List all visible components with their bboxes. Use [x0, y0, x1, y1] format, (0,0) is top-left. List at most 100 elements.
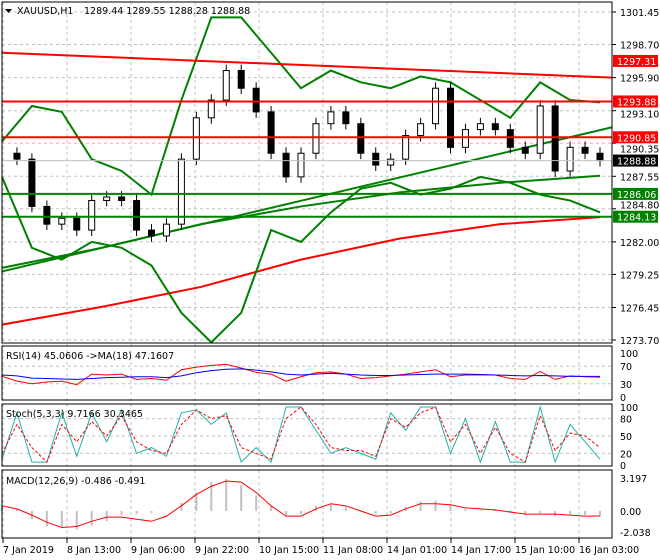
- candle-body: [118, 196, 126, 202]
- macd-tick-label: 0.00: [620, 507, 641, 518]
- grid: [2, 2, 612, 538]
- x-tick-label: 8 Jan 13:00: [67, 545, 121, 556]
- x-tick-label: 14 Jan 01:00: [387, 545, 447, 556]
- dropdown-triangle-icon[interactable]: [5, 9, 12, 13]
- x-tick-label: 14 Jan 17:00: [451, 545, 511, 556]
- stoch-panel[interactable]: [1, 405, 601, 464]
- candle-body: [148, 229, 155, 237]
- candle: [461, 123, 469, 154]
- stoch-tick-label: 50: [620, 432, 632, 443]
- candle: [521, 141, 529, 160]
- candle: [177, 153, 185, 231]
- candle: [447, 82, 454, 154]
- candle: [357, 117, 365, 160]
- candle-body: [162, 223, 170, 237]
- candle-body: [177, 158, 185, 225]
- candle-body: [417, 123, 425, 137]
- candle: [506, 123, 514, 154]
- x-tick-label: 10 Jan 15:00: [259, 545, 319, 556]
- candle-body: [13, 152, 21, 160]
- rsi-panel[interactable]: [1, 363, 601, 386]
- candle: [402, 129, 410, 166]
- rsi-line: [1, 363, 601, 386]
- candle-body: [581, 146, 589, 154]
- y-tick-label: 1282.00: [620, 238, 659, 249]
- candle: [596, 147, 604, 167]
- rsi-tick-label: 100: [620, 349, 638, 360]
- candle-body: [312, 123, 320, 154]
- candle-body: [43, 205, 51, 225]
- y-tick-label: 1279.25: [620, 270, 659, 281]
- candle: [491, 117, 499, 136]
- candle: [222, 64, 230, 106]
- candle: [536, 100, 544, 160]
- stoch-title: Stoch(5,3,3) 9.7166 30.3465: [6, 409, 143, 420]
- y-tick-label: 1295.90: [620, 74, 659, 85]
- candle-body: [357, 123, 365, 154]
- stoch-tick-label: 80: [620, 415, 632, 426]
- candle-body: [267, 111, 275, 154]
- rsi-title: RSI(14) 45.0606 ->MA(18) 47.1607: [6, 351, 174, 362]
- stoch-tick-label: 0: [620, 461, 626, 472]
- candle: [476, 117, 484, 136]
- candle-body: [387, 158, 395, 166]
- price-label-box: [613, 131, 658, 144]
- price-label-box: [613, 95, 658, 108]
- y-tick-label: 1298.70: [620, 41, 659, 52]
- rsi-tick-label: 0: [620, 393, 626, 404]
- candle-body: [461, 129, 469, 148]
- y-tick-label: 1273.70: [620, 336, 659, 347]
- candle: [252, 82, 260, 118]
- trendline: [1, 126, 613, 273]
- y-tick-label: 1276.45: [620, 303, 659, 314]
- panel-frame: [1, 403, 613, 467]
- candle-body: [521, 146, 529, 154]
- candle: [133, 194, 141, 236]
- candle-body: [551, 105, 559, 172]
- y-tick-label: 1284.80: [620, 201, 659, 212]
- stoch-main-line: [1, 405, 601, 464]
- ma-200-line: [1, 216, 601, 326]
- candle-body: [133, 200, 141, 231]
- candle: [297, 147, 305, 183]
- candle-body: [58, 217, 66, 225]
- candle-body: [476, 123, 484, 131]
- level-line-resistance: [1, 51, 613, 79]
- candle: [58, 212, 66, 231]
- y-tick-label: 1290.35: [620, 145, 659, 156]
- price-label-current: 1288.88: [617, 157, 656, 168]
- candle-body: [222, 70, 230, 101]
- candle: [148, 224, 155, 242]
- macd-panel[interactable]: [1, 479, 601, 530]
- y-tick-label: 1293.10: [620, 109, 659, 120]
- candle: [372, 147, 380, 171]
- price-panel[interactable]: [1, 16, 613, 344]
- symbol-label: XAUUSD,H1: [17, 6, 73, 17]
- bollinger-upper: [1, 16, 601, 197]
- y-tick-label: 1301.45: [620, 8, 659, 19]
- panel-frame: [1, 1, 613, 344]
- macd-title: MACD(12,26,9) -0.486 -0.491: [6, 476, 145, 487]
- price-label-support: 1286.06: [617, 190, 656, 201]
- x-tick-label: 16 Jan 03:00: [579, 545, 639, 556]
- candle-body: [103, 196, 111, 202]
- stoch-tick-label: 100: [620, 403, 638, 414]
- candle: [551, 100, 559, 177]
- candle: [282, 147, 290, 183]
- candle-body: [447, 87, 454, 148]
- price-label-resistance: 1293.88: [617, 97, 656, 108]
- x-tick-label: 9 Jan 06:00: [131, 545, 185, 556]
- candle-body: [402, 135, 410, 160]
- candle-body: [596, 152, 604, 162]
- price-label-box: [613, 154, 658, 167]
- price-label-resistance: 1290.85: [617, 133, 656, 144]
- rsi-ma-line: [1, 368, 600, 380]
- candle: [267, 105, 275, 160]
- candle: [312, 117, 320, 160]
- x-tick-label: 9 Jan 22:00: [195, 545, 249, 556]
- candle: [192, 111, 200, 166]
- candle-body: [252, 87, 260, 113]
